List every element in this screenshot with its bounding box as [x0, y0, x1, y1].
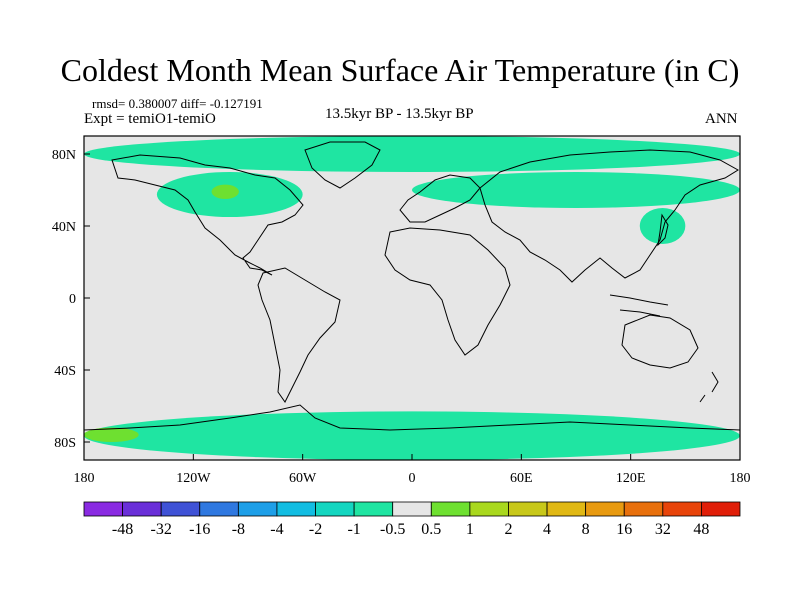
region-hudson [211, 184, 239, 199]
x-tick-label: 180 [730, 471, 751, 486]
y-axis: 80N 40N 0 40S 80S [52, 148, 90, 451]
region-east-asia [639, 208, 686, 244]
x-tick-label: 60E [510, 471, 533, 486]
region-ross-sea [84, 427, 139, 442]
season-label: ANN [705, 111, 738, 127]
x-tick-label: 120W [176, 471, 211, 486]
region-antarctic [84, 411, 740, 460]
y-tick-label: 0 [69, 292, 76, 307]
x-tick-label: 120E [616, 471, 646, 486]
stats-label: rmsd= 0.380007 diff= -0.127191 [92, 96, 263, 111]
region-eurasia [412, 172, 740, 208]
period-label: 13.5kyr BP - 13.5kyr BP [325, 106, 474, 122]
coastlines [84, 141, 740, 431]
y-tick-label: 40N [52, 220, 76, 235]
x-tick-label: 0 [409, 471, 416, 486]
x-tick-label: 180 [74, 471, 95, 486]
anomaly-regions [84, 136, 740, 460]
y-tick-label: 80S [54, 436, 76, 451]
chart-title: Coldest Month Mean Surface Air Temperatu… [60, 52, 740, 88]
y-tick-label: 40S [54, 364, 76, 379]
y-tick-label: 80N [52, 148, 76, 163]
x-tick-label: 60W [289, 471, 317, 486]
x-axis: 180 120W 60W 0 60E 120E 180 [74, 454, 751, 486]
experiment-label: Expt = temiO1-temiO [84, 111, 216, 127]
region-arctic [84, 136, 740, 172]
